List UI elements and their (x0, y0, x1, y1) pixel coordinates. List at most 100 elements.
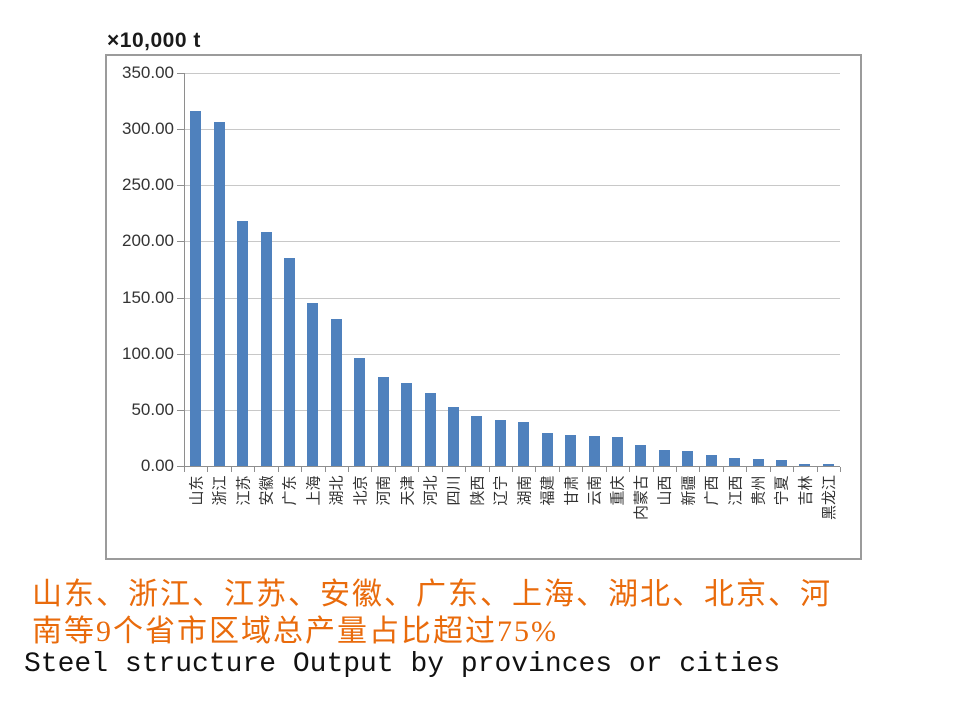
x-axis-label: 北京 (352, 474, 370, 506)
x-axis-tick (816, 467, 818, 472)
bar (190, 111, 202, 466)
x-axis-label: 安徽 (258, 474, 276, 506)
x-axis-tick (769, 467, 771, 472)
x-axis-label: 黑龙江 (820, 474, 838, 521)
caption-english: Steel structure Output by provinces or c… (24, 649, 781, 680)
x-axis-label: 湖南 (516, 474, 534, 506)
gridline (184, 297, 840, 299)
bar (635, 444, 647, 466)
x-axis-tick (488, 467, 490, 472)
y-axis-tick (177, 466, 184, 467)
x-axis-tick (230, 467, 232, 472)
x-axis-label: 河北 (422, 474, 440, 506)
bar (682, 451, 694, 466)
y-axis-tick-label: 200.00 (122, 231, 174, 251)
y-axis-tick (177, 129, 184, 131)
gridline (184, 185, 840, 187)
y-axis-line (184, 73, 185, 471)
gridline (184, 409, 840, 411)
bar (518, 422, 530, 466)
x-axis-label: 新疆 (680, 474, 698, 506)
bar (237, 221, 249, 466)
axis-unit-label: ×10,000 t (107, 29, 201, 52)
x-axis-line (184, 466, 840, 467)
bar (752, 459, 764, 466)
bar (658, 450, 670, 466)
x-axis-tick (301, 467, 303, 472)
y-axis-tick-label: 150.00 (122, 287, 174, 307)
x-axis-label: 内蒙古 (633, 474, 651, 521)
x-axis-label: 湖北 (328, 474, 346, 506)
bar (260, 232, 272, 466)
x-axis-label: 上海 (305, 474, 323, 506)
bar (541, 433, 553, 466)
x-axis-tick (793, 467, 795, 472)
gridline (184, 73, 840, 74)
x-axis-tick (348, 467, 349, 472)
x-axis-tick (277, 467, 279, 472)
y-axis-tick (177, 185, 184, 187)
x-axis-tick (840, 467, 841, 472)
x-axis-tick (558, 467, 560, 472)
bar (330, 318, 342, 466)
y-axis-tick (177, 409, 184, 411)
x-axis-label: 陕西 (469, 474, 487, 506)
chart-frame: 350.00 300.00 250.00 200.00 150.00 100.00 50.0… (105, 54, 862, 560)
y-axis-tick-label: 250.00 (122, 175, 174, 195)
bar (424, 393, 436, 466)
x-axis-label: 吉林 (797, 474, 815, 506)
x-axis-label: 江苏 (235, 474, 253, 506)
y-axis-tick-label: 50.00 (131, 399, 174, 419)
bar (213, 122, 225, 466)
x-axis-label: 宁夏 (773, 474, 791, 506)
y-axis-tick (177, 73, 184, 74)
bar (729, 458, 741, 466)
x-axis-tick (512, 467, 513, 472)
bar (401, 382, 413, 466)
gridline (184, 241, 840, 243)
y-axis-tick (177, 297, 184, 299)
x-axis-label: 福建 (539, 474, 557, 506)
x-axis-label: 贵州 (750, 474, 768, 506)
x-axis-tick (676, 467, 677, 472)
x-axis-label: 云南 (586, 474, 604, 506)
bar (799, 463, 811, 466)
bar (354, 358, 366, 466)
x-axis-tick (465, 467, 467, 472)
x-axis-label: 广东 (281, 474, 299, 506)
x-axis-tick (324, 467, 326, 472)
x-axis-tick (699, 467, 701, 472)
x-axis-tick (371, 467, 373, 472)
x-axis-tick (629, 467, 631, 472)
bar (611, 436, 623, 466)
gridline (184, 353, 840, 355)
x-axis-label: 山东 (188, 474, 206, 506)
x-axis-label: 浙江 (211, 474, 229, 506)
bar (822, 464, 834, 466)
bar (307, 303, 319, 466)
y-axis-tick-label: 300.00 (122, 119, 174, 139)
bar (775, 460, 787, 466)
bar (588, 435, 600, 466)
x-axis-label: 天津 (399, 474, 417, 506)
caption-chinese-line2: 南等9个省市区域总产量占比超过75% (32, 615, 558, 648)
x-axis-tick (605, 467, 607, 472)
x-axis-tick (418, 467, 420, 472)
x-axis-tick (722, 467, 724, 472)
bar (283, 258, 295, 466)
x-axis-tick (746, 467, 748, 472)
x-axis-tick (184, 467, 185, 472)
bar (471, 415, 483, 466)
x-axis-label: 江西 (727, 474, 745, 506)
x-axis-tick (582, 467, 584, 472)
y-axis-tick-label: 100.00 (122, 343, 174, 363)
y-axis-tick (177, 353, 184, 355)
x-axis-label: 四川 (445, 474, 463, 506)
x-axis-label: 甘肃 (563, 474, 581, 506)
x-axis-tick (652, 467, 654, 472)
x-axis-label: 重庆 (609, 474, 627, 506)
x-axis-tick (535, 467, 537, 472)
x-axis-label: 广西 (703, 474, 721, 506)
y-axis-tick-label: 0.00 (140, 456, 174, 475)
